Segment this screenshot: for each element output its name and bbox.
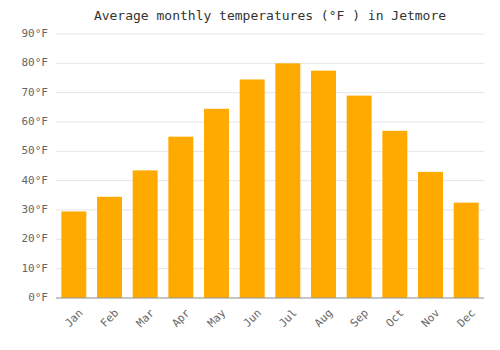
x-tick-label: Aug — [312, 307, 335, 330]
x-axis-line — [56, 298, 484, 299]
y-tick-label: 90°F — [22, 27, 49, 40]
y-tick-label: 80°F — [22, 56, 49, 69]
bar — [168, 137, 193, 298]
bar — [133, 170, 158, 298]
y-tick-label: 0°F — [28, 291, 48, 304]
y-tick-label: 20°F — [22, 232, 49, 245]
x-tick-label: Jan — [62, 307, 85, 330]
x-tick-label: Jun — [241, 307, 264, 330]
bar — [454, 203, 479, 298]
bars — [61, 63, 478, 298]
x-tick-label: Oct — [383, 307, 406, 330]
x-tick-label: Feb — [98, 307, 121, 330]
y-tick-label: 60°F — [22, 115, 49, 128]
y-tick-label: 10°F — [22, 262, 49, 275]
grid-line — [56, 298, 484, 299]
bar — [347, 96, 372, 298]
grid-line — [56, 34, 484, 35]
grid — [56, 34, 484, 298]
y-tick-label: 40°F — [22, 174, 49, 187]
grid-line — [56, 151, 484, 152]
grid-line — [56, 63, 484, 64]
bar — [204, 109, 229, 298]
x-tick-label: Jul — [276, 307, 299, 330]
y-tick-label: 50°F — [22, 144, 49, 157]
x-axis: Jan Feb Mar Apr May Jun Jul Aug Sep Oct Nov Dec — [62, 306, 478, 330]
chart: Average monthly temperatures (°F ) in Je… — [0, 0, 500, 350]
bar — [382, 131, 407, 298]
x-tick-label: Sep — [348, 307, 371, 330]
bar — [240, 79, 265, 298]
y-axis: 0°F 10°F 20°F 30°F 40°F 50°F 60°F 70°F 80°F 90°F — [22, 27, 49, 304]
x-tick-label: May — [205, 306, 229, 330]
bar — [311, 71, 336, 298]
grid-line — [56, 92, 484, 93]
bar — [97, 197, 122, 298]
bar — [61, 211, 86, 298]
y-tick-label: 30°F — [22, 203, 49, 216]
bar — [275, 63, 300, 298]
x-tick-label: Apr — [169, 306, 193, 330]
grid-line — [56, 122, 484, 123]
bar — [418, 172, 443, 298]
y-tick-label: 70°F — [22, 86, 49, 99]
title: Average monthly temperatures (°F ) in Je… — [94, 8, 446, 23]
x-tick-label: Dec — [455, 307, 478, 330]
x-tick-label: Mar — [134, 306, 158, 330]
x-tick-label: Nov — [419, 306, 443, 330]
